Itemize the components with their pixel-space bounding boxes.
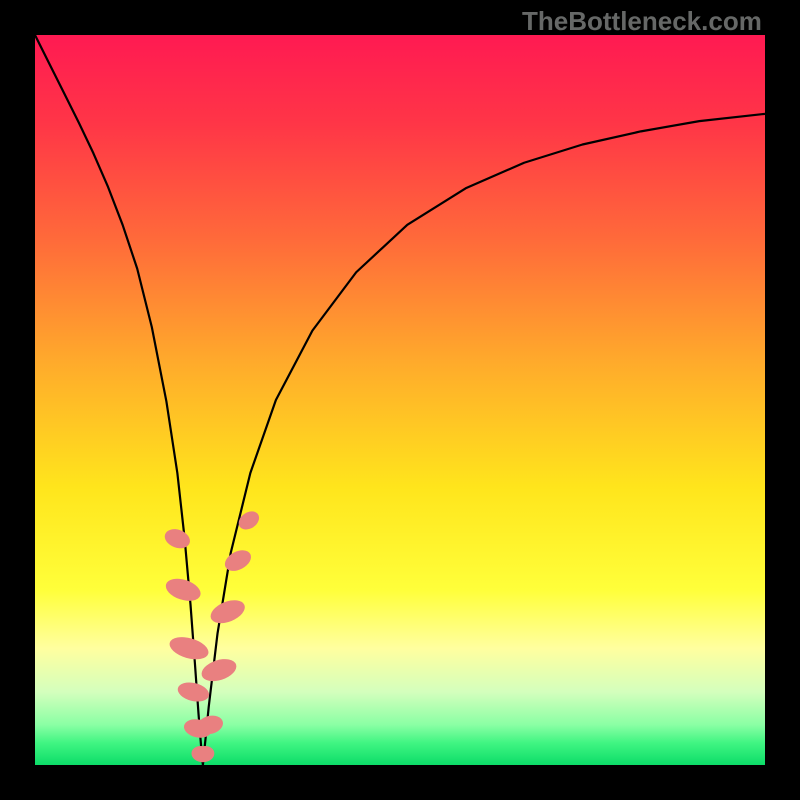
chart-frame: TheBottleneck.com <box>0 0 800 800</box>
plot-area <box>35 35 765 765</box>
chart-svg <box>35 35 765 765</box>
gradient-background <box>35 35 765 765</box>
watermark-text: TheBottleneck.com <box>522 6 762 37</box>
